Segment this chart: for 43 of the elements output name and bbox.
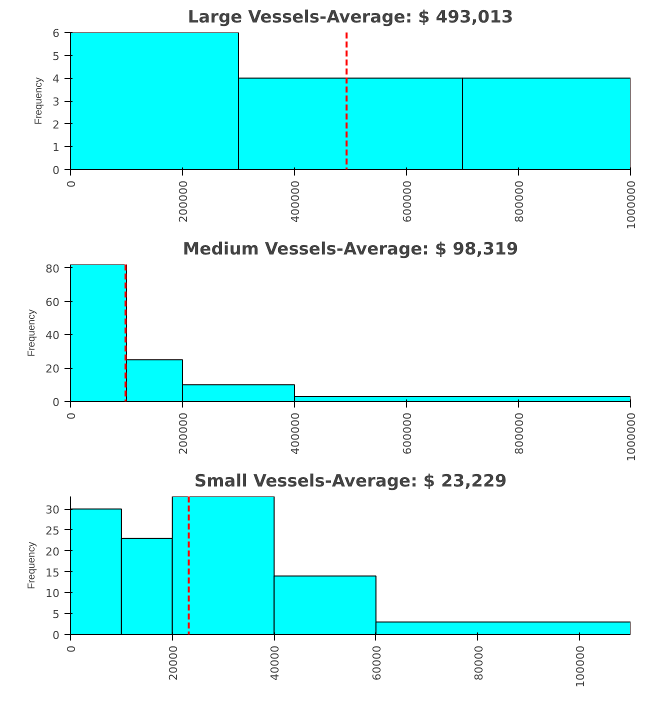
x-tick-label: 80000 bbox=[472, 645, 486, 680]
y-tick-label: 15 bbox=[46, 566, 60, 580]
x-tick-label: 600000 bbox=[401, 180, 414, 222]
x-tick-label: 1000000 bbox=[625, 180, 638, 230]
chart-title: Medium Vessels-Average: $ 98,319 bbox=[182, 240, 518, 260]
y-tick-label: 0 bbox=[52, 164, 60, 177]
x-tick-label: 800000 bbox=[513, 412, 526, 454]
y-tick-label: 60 bbox=[46, 296, 60, 309]
x-tick-label: 0 bbox=[65, 412, 78, 420]
chart-title: Small Vessels-Average: $ 23,229 bbox=[194, 472, 507, 492]
x-tick-label: 100000 bbox=[574, 645, 588, 688]
y-tick-label: 1 bbox=[52, 141, 60, 154]
y-tick-label: 20 bbox=[46, 545, 60, 558]
y-tick-label: 5 bbox=[52, 50, 60, 63]
y-tick-label: 10 bbox=[46, 587, 60, 600]
y-tick-label: 3 bbox=[52, 96, 60, 108]
y-tick-label: 80 bbox=[46, 262, 60, 276]
y-tick-label: 5 bbox=[52, 608, 60, 622]
chart-title: Large Vessels-Average: $ 493,013 bbox=[188, 8, 514, 28]
x-tick-label: 400000 bbox=[289, 412, 302, 454]
y-tick-label: 0 bbox=[52, 629, 60, 642]
x-tick-label: 400000 bbox=[289, 180, 302, 222]
y-tick-label: 0 bbox=[52, 396, 60, 409]
y-tick-label: 25 bbox=[46, 524, 60, 538]
x-tick-label: 800000 bbox=[513, 180, 526, 222]
y-axis-title: Frequency bbox=[26, 542, 38, 590]
x-tick-label: 0 bbox=[65, 646, 78, 652]
x-tick-label: 0 bbox=[65, 180, 78, 188]
x-tick-label: 40000 bbox=[268, 645, 282, 680]
y-tick-label: 40 bbox=[46, 329, 60, 342]
x-tick-label: 200000 bbox=[177, 180, 190, 222]
y-tick-label: 4 bbox=[52, 72, 60, 86]
y-axis-title: Frequency bbox=[26, 309, 38, 357]
y-tick-label: 6 bbox=[52, 27, 60, 40]
y-axis-title: Frequency bbox=[34, 77, 44, 125]
x-tick-label: 200000 bbox=[177, 412, 190, 454]
x-tick-label: 1000000 bbox=[625, 412, 638, 462]
x-tick-label: 60000 bbox=[370, 645, 384, 680]
y-tick-label: 20 bbox=[46, 362, 60, 376]
x-tick-label: 20000 bbox=[166, 645, 180, 680]
y-tick-label: 30 bbox=[46, 504, 60, 517]
y-tick-label: 2 bbox=[52, 118, 60, 132]
x-tick-label: 600000 bbox=[401, 412, 414, 454]
